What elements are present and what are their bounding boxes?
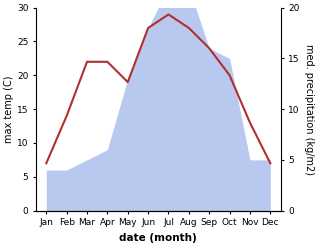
Y-axis label: med. precipitation (kg/m2): med. precipitation (kg/m2) — [304, 44, 314, 175]
Y-axis label: max temp (C): max temp (C) — [4, 75, 14, 143]
X-axis label: date (month): date (month) — [120, 233, 197, 243]
